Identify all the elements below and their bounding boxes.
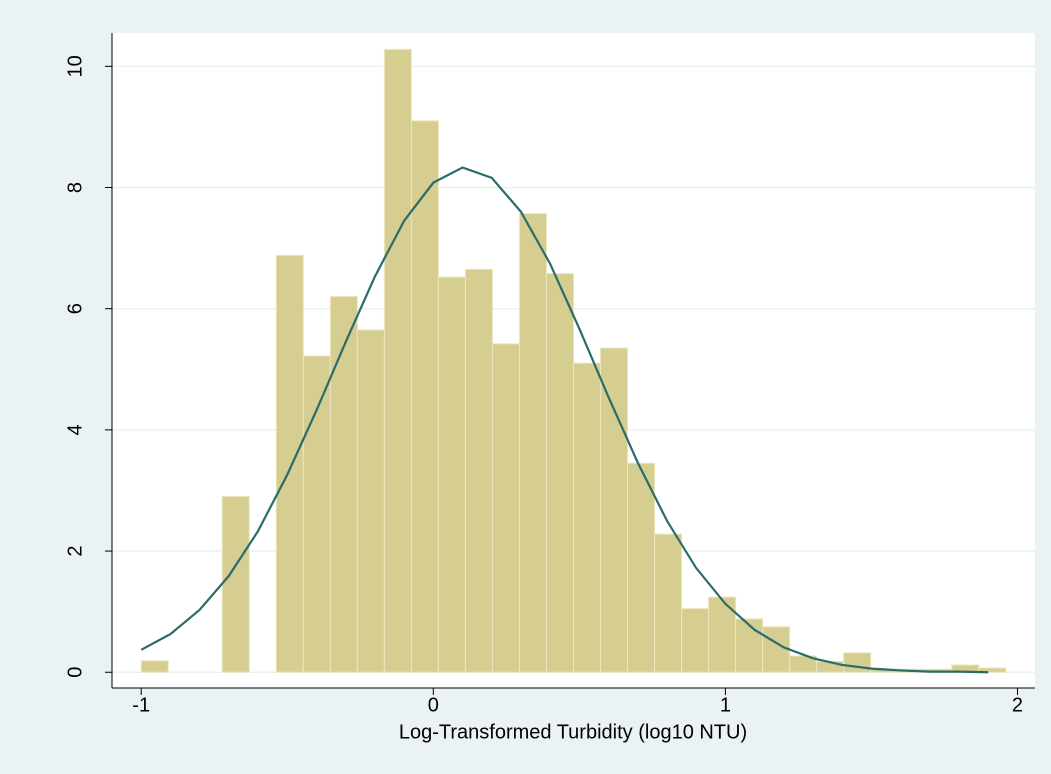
y-tick-label: 2 bbox=[64, 545, 86, 556]
bar bbox=[843, 652, 872, 673]
bar bbox=[545, 273, 575, 673]
x-tick-label: 0 bbox=[428, 694, 439, 716]
bar bbox=[573, 362, 602, 673]
x-tick-label: 2 bbox=[1012, 694, 1023, 716]
x-tick-label: 1 bbox=[720, 694, 731, 716]
bar bbox=[627, 462, 656, 673]
bar bbox=[518, 213, 547, 673]
bar bbox=[437, 276, 466, 673]
bar bbox=[654, 533, 683, 673]
x-axis-title: Log-Transformed Turbidity (log10 NTU) bbox=[399, 721, 747, 743]
bar bbox=[978, 667, 1007, 673]
density-curve bbox=[140, 166, 989, 674]
y-tick-label: 8 bbox=[64, 182, 86, 193]
bar bbox=[356, 329, 385, 673]
y-tick-label: 4 bbox=[64, 424, 86, 435]
y-tick-label: 10 bbox=[64, 55, 86, 77]
bar bbox=[464, 268, 493, 673]
y-tick-label: 6 bbox=[64, 303, 86, 314]
x-tick-label: -1 bbox=[132, 694, 150, 716]
bar bbox=[762, 626, 791, 673]
bar bbox=[491, 343, 520, 673]
bar bbox=[275, 254, 304, 673]
bar bbox=[383, 48, 412, 673]
y-tick-label: 0 bbox=[64, 667, 86, 678]
bar bbox=[221, 496, 250, 673]
bar bbox=[329, 296, 358, 673]
bar bbox=[681, 608, 710, 673]
bar bbox=[302, 355, 331, 673]
bar bbox=[600, 347, 629, 673]
bar bbox=[735, 618, 764, 673]
bar bbox=[410, 120, 439, 673]
bar bbox=[140, 660, 169, 673]
